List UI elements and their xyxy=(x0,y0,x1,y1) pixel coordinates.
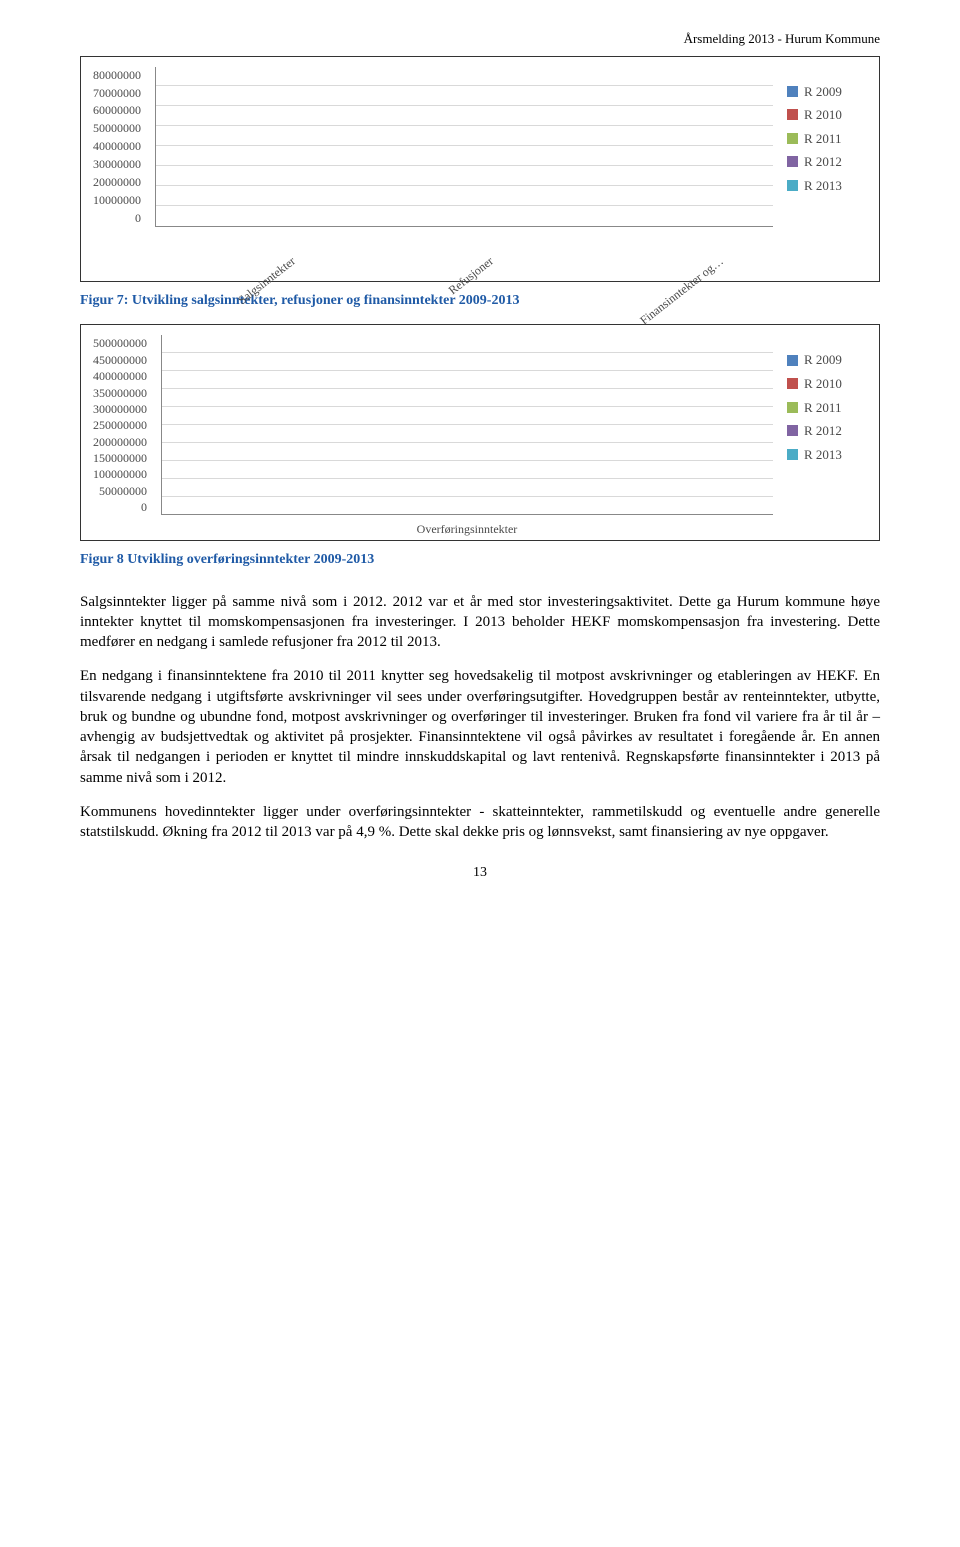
ytick-label: 400000000 xyxy=(93,368,147,384)
ytick-label: 350000000 xyxy=(93,385,147,401)
legend-label: R 2011 xyxy=(804,130,841,148)
legend-item-r2012: R 2012 xyxy=(787,153,867,171)
legend-item-r2011: R 2011 xyxy=(787,130,867,148)
ytick-label: 100000000 xyxy=(93,466,147,482)
ytick-label: 40000000 xyxy=(93,138,141,154)
legend-item-r2012: R 2012 xyxy=(787,422,867,440)
legend-label: R 2011 xyxy=(804,399,841,417)
legend-swatch xyxy=(787,156,798,167)
page-number: 13 xyxy=(80,864,880,883)
legend-label: R 2009 xyxy=(804,351,842,369)
ytick-label: 0 xyxy=(141,499,147,515)
legend-item-r2011: R 2011 xyxy=(787,399,867,417)
legend-item-r2009: R 2009 xyxy=(787,351,867,369)
ytick-label: 450000000 xyxy=(93,352,147,368)
legend-swatch xyxy=(787,180,798,191)
legend-item-r2009: R 2009 xyxy=(787,83,867,101)
chart1-plot xyxy=(155,67,773,227)
legend-swatch xyxy=(787,109,798,120)
chart2-xaxis: Overføringsinntekter xyxy=(161,521,773,537)
legend-label: R 2012 xyxy=(804,153,842,171)
chart1-legend: R 2009 R 2010 R 2011 R 2012 R 2013 xyxy=(787,67,867,195)
chart1-container: 80000000 7000000060000000 50000000 40000000… xyxy=(80,56,880,282)
ytick-label: 30000000 xyxy=(93,156,141,172)
legend-label: R 2013 xyxy=(804,446,842,464)
ytick-label: 300000000 xyxy=(93,401,147,417)
legend-swatch xyxy=(787,449,798,460)
chart1-yaxis: 80000000 7000000060000000 50000000 40000000… xyxy=(93,67,141,227)
legend-swatch xyxy=(787,402,798,413)
chart2-caption: Figur 8 Utvikling overføringsinntekter 2… xyxy=(80,551,880,570)
legend-swatch xyxy=(787,355,798,366)
ytick-label: 200000000 xyxy=(93,434,147,450)
ytick-label: 20000000 xyxy=(93,174,141,190)
legend-label: R 2013 xyxy=(804,177,842,195)
legend-swatch xyxy=(787,133,798,144)
legend-swatch xyxy=(787,378,798,389)
legend-swatch xyxy=(787,86,798,97)
chart2-xlabel: Overføringsinntekter xyxy=(161,521,773,537)
body-text: Salgsinntekter ligger på samme nivå som … xyxy=(80,592,880,843)
ytick-label: 80000000 xyxy=(93,67,141,83)
ytick-label: 60000000 xyxy=(93,102,141,118)
paragraph-3: Kommunens hovedinntekter ligger under ov… xyxy=(80,802,880,843)
ytick-label: 0 xyxy=(135,210,141,226)
ytick-label: 70000000 xyxy=(93,85,141,101)
chart2-legend: R 2009 R 2010 R 2011 R 2012 R 2013 xyxy=(787,335,867,463)
chart1-xaxis: SalgsinntekterRefusjonerFinansinntekter … xyxy=(155,231,773,279)
ytick-label: 500000000 xyxy=(93,335,147,351)
legend-label: R 2010 xyxy=(804,375,842,393)
legend-label: R 2009 xyxy=(804,83,842,101)
legend-swatch xyxy=(787,425,798,436)
legend-item-r2010: R 2010 xyxy=(787,375,867,393)
chart1-xlabel: Refusjoner xyxy=(361,231,567,279)
chart2-container: 5000000004500000004000000003500000003000… xyxy=(80,324,880,540)
chart1-caption: Figur 7: Utvikling salgsinntekter, refus… xyxy=(80,292,880,311)
legend-item-r2010: R 2010 xyxy=(787,106,867,124)
paragraph-1: Salgsinntekter ligger på samme nivå som … xyxy=(80,592,880,653)
ytick-label: 250000000 xyxy=(93,417,147,433)
legend-item-r2013: R 2013 xyxy=(787,446,867,464)
ytick-label: 50000000 xyxy=(99,483,147,499)
paragraph-2: En nedgang i finansinntektene fra 2010 t… xyxy=(80,666,880,788)
chart2-plot xyxy=(161,335,773,515)
legend-label: R 2012 xyxy=(804,422,842,440)
chart1-xlabel: Salgsinntekter xyxy=(155,231,361,279)
doc-header: Årsmelding 2013 - Hurum Kommune xyxy=(80,30,880,48)
ytick-label: 10000000 xyxy=(93,192,141,208)
ytick-label: 50000000 xyxy=(93,120,141,136)
chart2-yaxis: 5000000004500000004000000003500000003000… xyxy=(93,335,147,515)
chart1-xlabel: Finansinntekter og… xyxy=(567,231,773,279)
legend-item-r2013: R 2013 xyxy=(787,177,867,195)
ytick-label: 150000000 xyxy=(93,450,147,466)
legend-label: R 2010 xyxy=(804,106,842,124)
